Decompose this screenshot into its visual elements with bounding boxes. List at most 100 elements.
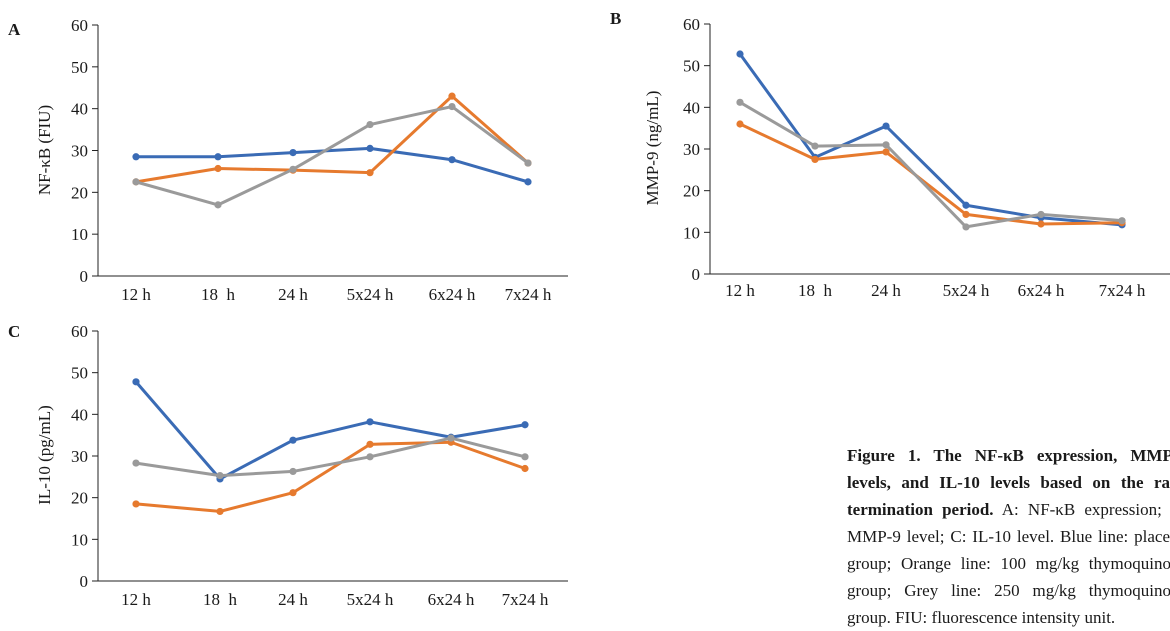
series-point-1 — [448, 156, 456, 164]
series-point-3 — [811, 142, 819, 150]
panel-letter: A — [8, 20, 21, 39]
series-line-1 — [134, 380, 527, 481]
x-tick-label: 7x24 h — [505, 285, 552, 304]
x-tick-label: 24 h — [871, 281, 901, 300]
y-tick-label: 10 — [71, 530, 88, 549]
y-tick-label: 60 — [683, 15, 700, 34]
series-point-3 — [448, 102, 456, 111]
x-tick-label: 7x24 h — [1099, 281, 1146, 300]
series-point-3 — [214, 201, 222, 209]
series-point-2 — [216, 507, 224, 516]
series-point-3 — [1118, 217, 1126, 225]
series-line-3 — [134, 105, 530, 207]
series-point-1 — [962, 201, 970, 209]
y-tick-label: 20 — [683, 182, 700, 201]
y-tick-label: 0 — [80, 267, 89, 286]
y-tick-label: 20 — [71, 183, 88, 202]
series-point-2 — [962, 210, 970, 219]
x-tick-label: 5x24 h — [943, 281, 990, 300]
series-line-3 — [738, 100, 1124, 229]
y-tick-label: 0 — [80, 572, 89, 591]
y-tick-label: 40 — [683, 98, 700, 117]
series-line-3 — [134, 436, 527, 478]
series-line-2 — [134, 440, 527, 513]
y-tick-label: 0 — [692, 265, 701, 284]
series-line-2 — [134, 94, 530, 184]
figure-caption: Figure 1. The NF-κB expression, MMP-9 le… — [847, 442, 1170, 631]
series-point-3 — [962, 223, 970, 231]
series-point-2 — [132, 500, 140, 508]
x-tick-label: 6x24 h — [1018, 281, 1065, 300]
y-tick-label: 50 — [71, 364, 88, 383]
series-point-2 — [736, 120, 744, 128]
series-point-3 — [524, 159, 532, 167]
series-point-2 — [811, 155, 819, 164]
series-point-3 — [447, 434, 455, 442]
y-tick-label: 50 — [683, 57, 700, 76]
series-point-3 — [216, 471, 224, 480]
panel-c: C 0 10 20 30 40 50 60 12 h 18 h 24 h 5x24 h 6x24 h 7x… — [8, 322, 568, 609]
caption-title: Figure 1. The NF-κB expression, MMP-9 le… — [847, 446, 1170, 519]
series-point-1 — [366, 418, 374, 426]
x-tick-label: 18 h — [798, 281, 833, 300]
y-tick-label: 10 — [71, 225, 88, 244]
caption-body: A: NF-κB expression; B: MMP-9 level; C: … — [847, 500, 1170, 627]
series-point-2 — [521, 464, 529, 473]
x-tick-label: 12 h — [725, 281, 755, 300]
panel-letter: B — [610, 9, 621, 28]
series-point-1 — [132, 378, 140, 386]
x-tick-label: 18 h — [201, 285, 236, 304]
x-tick-label: 6x24 h — [429, 285, 476, 304]
x-tick-label: 5x24 h — [347, 590, 394, 609]
x-tick-label: 24 h — [278, 590, 308, 609]
y-tick-label: 50 — [71, 58, 88, 77]
series-point-2 — [366, 440, 374, 448]
series-point-3 — [132, 178, 140, 186]
series-point-3 — [521, 453, 529, 461]
panel-letter: C — [8, 322, 20, 341]
series-point-3 — [289, 165, 297, 173]
x-tick-label: 12 h — [121, 285, 151, 304]
series-point-2 — [214, 164, 222, 173]
series-line-2 — [738, 122, 1124, 226]
series-point-1 — [289, 148, 297, 157]
y-tick-label: 30 — [71, 142, 88, 161]
series-point-1 — [524, 178, 532, 186]
y-tick-label: 30 — [683, 140, 700, 159]
series-line-1 — [738, 52, 1124, 227]
series-point-3 — [289, 467, 297, 476]
series-point-2 — [882, 148, 890, 156]
x-tick-label: 6x24 h — [428, 590, 475, 609]
series-point-3 — [132, 459, 140, 467]
y-tick-label: 40 — [71, 405, 88, 424]
series-point-1 — [736, 50, 744, 58]
series-line-1 — [134, 146, 530, 184]
y-tick-label: 10 — [683, 223, 700, 242]
x-tick-label: 18 h — [203, 590, 238, 609]
series-point-2 — [289, 489, 297, 497]
series-point-1 — [521, 421, 529, 429]
series-point-2 — [1037, 220, 1045, 228]
figure: A 0 10 20 30 40 50 60 12 h 18 h 24 h 5x24 h 6x24 h 7x… — [8, 9, 1170, 609]
series-point-2 — [448, 92, 456, 100]
panel-b: B 0 10 20 30 40 50 60 12 h 18 h 24 h 5x24 h 6x24 h 7x… — [610, 9, 1170, 300]
series-point-1 — [882, 122, 890, 130]
y-tick-label: 60 — [71, 322, 88, 341]
y-axis-label: MMP-9 (ng/mL) — [643, 91, 662, 206]
series-point-3 — [736, 98, 744, 106]
series-point-1 — [132, 153, 140, 161]
y-tick-label: 40 — [71, 100, 88, 119]
y-tick-label: 60 — [71, 16, 88, 35]
y-axis-label: IL-10 (pg/mL) — [35, 405, 54, 505]
series-point-2 — [366, 169, 374, 177]
x-tick-label: 7x24 h — [502, 590, 549, 609]
y-tick-label: 30 — [71, 447, 88, 466]
series-point-3 — [366, 120, 374, 129]
y-tick-label: 20 — [71, 489, 88, 508]
series-point-1 — [289, 436, 297, 444]
x-tick-label: 12 h — [121, 590, 151, 609]
panel-a: A 0 10 20 30 40 50 60 12 h 18 h 24 h 5x24 h 6x24 h 7x… — [8, 16, 568, 304]
series-point-3 — [882, 141, 890, 149]
series-point-1 — [366, 144, 374, 153]
x-tick-label: 24 h — [278, 285, 308, 304]
